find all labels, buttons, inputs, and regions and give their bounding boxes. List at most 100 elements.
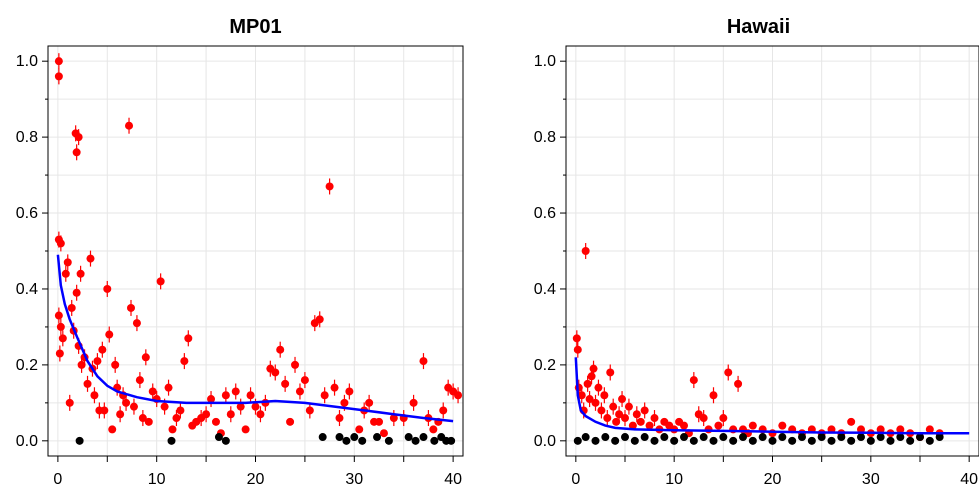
data-point — [125, 121, 134, 130]
zero-point — [729, 436, 738, 445]
data-point — [291, 360, 300, 369]
data-point — [345, 387, 354, 396]
data-point — [72, 288, 81, 297]
data-point — [276, 345, 285, 354]
data-point — [251, 402, 260, 411]
data-point — [340, 398, 349, 407]
zero-point — [221, 436, 230, 445]
zero-point — [611, 436, 620, 445]
data-point — [632, 410, 641, 419]
data-point — [577, 391, 586, 400]
y-tick-label: 0.0 — [16, 433, 38, 450]
data-point — [389, 414, 398, 423]
x-tick-label: 30 — [862, 471, 880, 488]
zero-point — [778, 433, 787, 442]
data-point — [116, 410, 125, 419]
data-point — [144, 417, 153, 426]
data-point — [90, 391, 99, 400]
data-point — [714, 421, 723, 430]
zero-point — [630, 436, 639, 445]
data-point — [122, 398, 131, 407]
data-point — [454, 391, 463, 400]
zero-point — [342, 436, 351, 445]
data-point — [748, 421, 757, 430]
zero-point — [670, 436, 679, 445]
data-point — [221, 391, 230, 400]
zero-point — [621, 433, 629, 442]
data-point — [621, 414, 629, 423]
y-tick-label: 0.8 — [534, 129, 556, 146]
zero-point — [866, 436, 875, 445]
zero-point — [430, 436, 439, 445]
data-point — [925, 425, 934, 434]
data-point — [156, 277, 165, 286]
data-point — [246, 391, 255, 400]
y-tick-label: 0.2 — [534, 357, 556, 374]
zero-point — [411, 436, 420, 445]
zero-point — [837, 433, 846, 442]
data-point — [74, 133, 83, 142]
data-point — [600, 391, 609, 400]
y-tick-label: 0.6 — [16, 205, 38, 222]
data-point — [305, 406, 314, 415]
data-point — [132, 319, 141, 328]
data-point — [379, 429, 388, 438]
data-point — [241, 425, 250, 434]
zero-point — [689, 436, 698, 445]
data-layer — [572, 243, 970, 445]
data-point — [148, 387, 157, 396]
data-point — [896, 425, 905, 434]
y-tick-label: 0.8 — [16, 129, 38, 146]
data-point — [231, 387, 240, 396]
data-point — [271, 368, 280, 377]
data-point — [583, 379, 592, 388]
zero-point — [404, 433, 413, 442]
data-point — [330, 383, 339, 392]
x-tick-label: 40 — [444, 471, 462, 488]
data-point — [594, 383, 603, 392]
zero-point — [857, 433, 865, 442]
data-point — [168, 425, 177, 434]
data-point — [699, 414, 708, 423]
y-tick-label: 0.0 — [534, 433, 556, 450]
zero-point — [373, 433, 382, 442]
data-point — [724, 368, 733, 377]
data-point — [591, 398, 600, 407]
data-point — [135, 376, 144, 385]
data-point — [680, 421, 688, 430]
x-tick-label: 10 — [665, 471, 683, 488]
data-point — [365, 398, 374, 407]
zero-point — [906, 436, 915, 445]
data-point — [325, 182, 334, 191]
data-point — [335, 414, 344, 423]
zero-point — [916, 433, 924, 442]
data-point — [609, 402, 618, 411]
zero-point — [847, 436, 856, 445]
zero-point — [896, 433, 905, 442]
data-point — [129, 402, 138, 411]
zero-point — [591, 436, 600, 445]
data-point — [589, 364, 598, 373]
chart-title: Hawaii — [727, 16, 790, 38]
data-point — [624, 402, 633, 411]
data-point — [58, 334, 67, 343]
data-point — [108, 425, 117, 434]
data-point — [300, 376, 309, 385]
data-point — [83, 379, 92, 388]
data-point — [55, 349, 64, 358]
data-point — [636, 417, 645, 426]
data-point — [98, 345, 107, 354]
zero-point — [758, 433, 767, 442]
zero-point — [640, 433, 649, 442]
zero-point — [807, 436, 816, 445]
data-point — [56, 239, 65, 248]
data-point — [67, 303, 76, 312]
data-point — [719, 414, 728, 423]
data-point — [61, 269, 70, 278]
data-point — [439, 406, 448, 415]
data-point — [103, 284, 112, 293]
zero-point — [699, 433, 708, 442]
data-point — [54, 311, 63, 320]
zero-point — [788, 436, 797, 445]
zero-point — [876, 433, 885, 442]
